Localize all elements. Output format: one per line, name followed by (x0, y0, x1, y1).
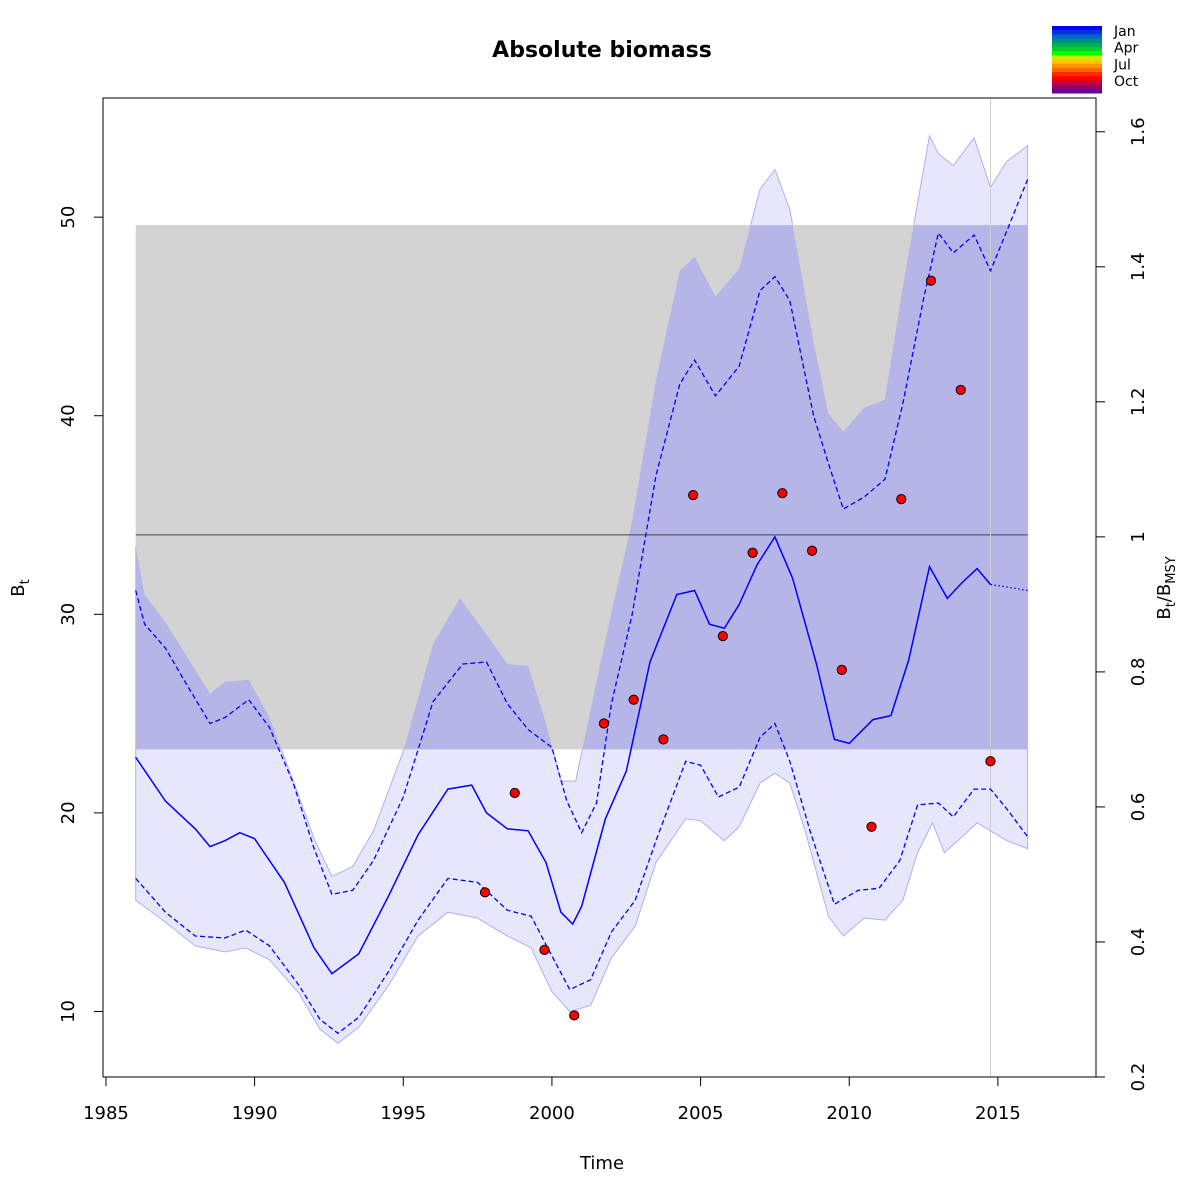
observation-point (747, 547, 758, 558)
y2-tick-label: 0.6 (1128, 793, 1149, 822)
y2-label-b: B (1154, 607, 1175, 619)
y2-tick-label: 1.2 (1128, 388, 1149, 417)
observation-point (777, 488, 788, 499)
observation-point (479, 887, 491, 898)
y2-tick-label: 1.6 (1128, 117, 1149, 146)
observation-point (598, 718, 610, 729)
legend-color-swatch (1052, 51, 1102, 56)
legend-color-swatch (1052, 59, 1102, 65)
observation-point (717, 631, 728, 642)
y2-label-slash: / (1154, 595, 1175, 602)
y2-axis-label: Bt/BMSY (1154, 556, 1179, 619)
x-axis: 1985 1990 1995 2000 2005 2010 2015 (83, 1076, 1021, 1124)
legend-label-apr: Apr (1114, 41, 1138, 57)
legend-color-swatch (1052, 63, 1102, 69)
y2-tick-label: 1 (1128, 531, 1149, 542)
y-axis-label-main: B (8, 584, 29, 596)
y-tick-label: 30 (58, 603, 79, 626)
legend-color-swatch (1052, 38, 1102, 44)
legend-label-oct: Oct (1114, 74, 1139, 90)
observation-point (985, 756, 996, 767)
y-tick-label: 20 (58, 801, 79, 824)
legend-color-swatch (1052, 84, 1102, 90)
x-tick-label: 1995 (380, 1103, 426, 1124)
observation-point (836, 664, 847, 676)
series-median (135, 535, 992, 975)
y2-label-sub-t: t (1164, 602, 1179, 607)
series-upper-dashed (135, 179, 1029, 896)
legend-color-swatch (1052, 67, 1102, 73)
legend-color-swatch (1052, 42, 1102, 48)
legend-color-swatch (1052, 30, 1102, 35)
observation-point (866, 821, 877, 832)
y2-tick-label: 0.8 (1128, 658, 1149, 687)
series-median-forecast (990, 583, 1028, 592)
credible-band-overlap (135, 225, 1028, 750)
observation-point (628, 694, 639, 705)
legend-color-swatch (1052, 76, 1102, 81)
x-axis-label: Time (579, 1153, 624, 1174)
observation-point (688, 490, 699, 501)
y-tick-label: 10 (58, 1000, 79, 1023)
x-tick-label: 1985 (83, 1103, 129, 1124)
y2-label-b-msy: B (1154, 584, 1175, 596)
observation-point (955, 384, 966, 396)
y-tick-label: 50 (58, 206, 79, 229)
y-axis-label: Bt (8, 579, 33, 596)
y-axis-label-subscript: t (18, 579, 33, 584)
y-axis: 10 20 30 40 50 (58, 206, 104, 1023)
y2-label-sub-msy: MSY (1164, 556, 1179, 583)
y2-tick-label: 0.4 (1128, 928, 1149, 957)
y2-tick-label: 1.4 (1128, 252, 1149, 281)
x-tick-label: 2005 (678, 1103, 724, 1124)
legend-color-swatch (1052, 26, 1102, 31)
observation-point (569, 1010, 580, 1021)
legend-color-swatch (1052, 46, 1102, 52)
y-tick-label: 40 (58, 404, 79, 427)
legend-label-jul: Jul (1113, 57, 1131, 73)
x-tick-label: 2010 (826, 1103, 872, 1124)
legend-color-swatch (1052, 88, 1102, 94)
legend-label-jan: Jan (1113, 24, 1136, 40)
chart-title: Absolute biomass (492, 38, 712, 63)
plot-area (135, 98, 1029, 1077)
y2-axis-bmsy-ratio: 0.2 0.4 0.6 0.8 1 1.2 1.4 1.6 (1095, 117, 1149, 1092)
observation-point (896, 494, 907, 505)
series-lower-dashed (135, 722, 1029, 1035)
x-tick-label: 1990 (232, 1103, 278, 1124)
observation-point (509, 787, 520, 799)
legend-color-swatch (1052, 34, 1102, 40)
legend-color-swatch (1052, 80, 1102, 86)
legend-color-swatch (1052, 55, 1102, 60)
observation-point (658, 734, 669, 745)
y2-tick-label: 0.2 (1128, 1063, 1149, 1092)
legend-color-swatch (1052, 72, 1102, 77)
x-tick-label: 2000 (529, 1103, 575, 1124)
observation-point (925, 275, 937, 286)
observation-point (539, 944, 550, 956)
x-tick-label: 2015 (975, 1103, 1021, 1124)
observation-point (806, 545, 818, 556)
